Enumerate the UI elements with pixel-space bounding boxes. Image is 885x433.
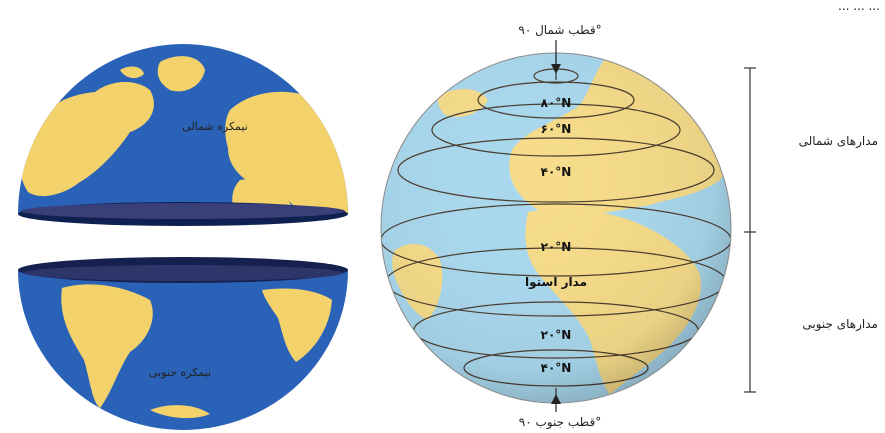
- lat-60n-label: ۶۰°N: [541, 122, 572, 136]
- northern-hemisphere: نیمکره شمالی: [18, 44, 348, 226]
- southern-parallels-label: مدارهای جنوبی: [802, 317, 878, 332]
- south-pole-arrowhead: [551, 394, 561, 404]
- south-pole-label: قطب جنوب ۹۰°: [519, 415, 601, 430]
- parallels-bracket: [744, 67, 756, 393]
- lat-20n-label: ۲۰°N: [541, 240, 572, 254]
- lat-80n-label: ۸۰°N: [541, 96, 572, 110]
- northern-hemisphere-label: نیمکره شمالی: [182, 120, 248, 133]
- lat-40s-label: ۴۰°N: [541, 361, 572, 375]
- northern-parallels-label: مدارهای شمالی: [799, 134, 878, 149]
- header-text: ... ... ...: [838, 0, 880, 13]
- north-pole-arrowhead: [551, 64, 561, 74]
- southern-hemisphere-label: نیمکره جنوبی: [149, 366, 211, 379]
- southern-hemisphere: نیمکره جنوبی: [18, 257, 348, 430]
- globe: ۸۰°N ۶۰°N ۴۰°N ۲۰°N مدار استوا ۲۰°N ۴۰°N: [380, 52, 732, 404]
- lat-40n-label: ۴۰°N: [541, 165, 572, 179]
- lat-20s-label: ۲۰°N: [541, 328, 572, 342]
- equator-label: مدار استوا: [525, 275, 587, 290]
- north-pole-label: قطب شمال ۹۰°: [518, 23, 601, 37]
